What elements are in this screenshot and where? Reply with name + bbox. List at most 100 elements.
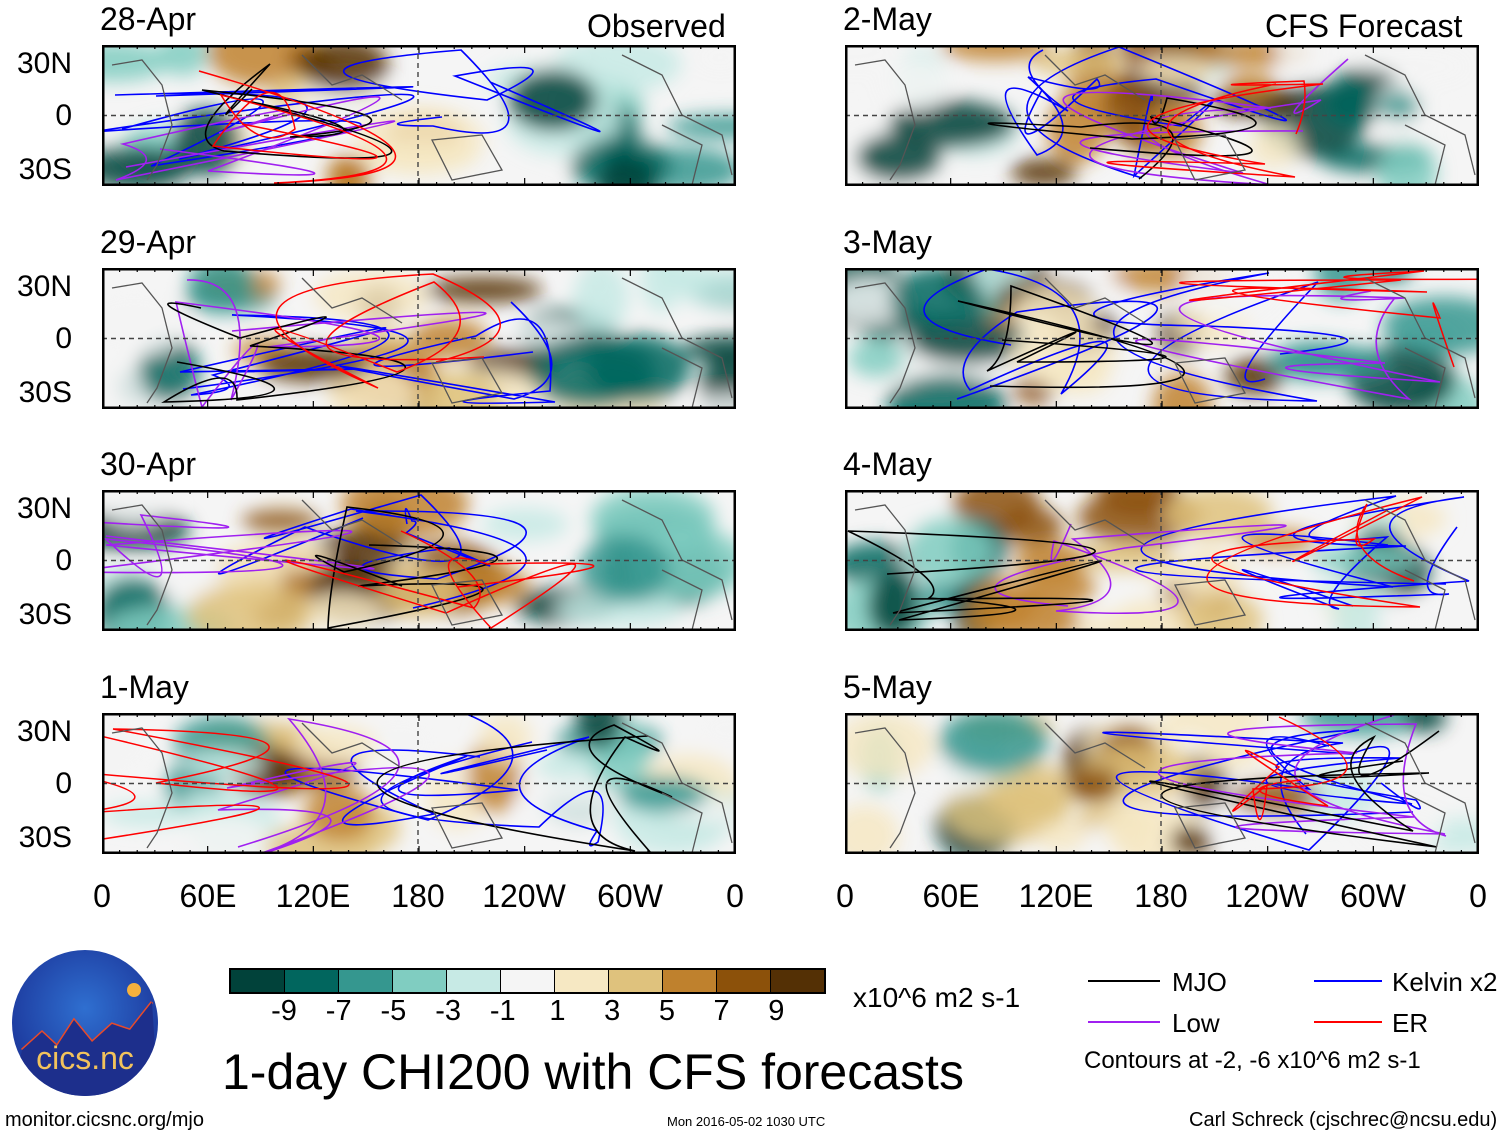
- footer-url[interactable]: monitor.cicsnc.org/mjo: [5, 1109, 204, 1131]
- colorbar-swatch: [393, 970, 447, 992]
- anomaly-blob: [187, 268, 256, 314]
- anomaly-blob: [507, 69, 598, 132]
- lon-tick-label: 60W: [597, 878, 663, 914]
- legend-mjo: MJO: [1172, 967, 1227, 997]
- contour-line: [343, 49, 601, 134]
- contour-line: [1140, 495, 1397, 610]
- map-panel: [102, 268, 736, 409]
- lon-tick-label: 120E: [1018, 878, 1094, 914]
- contour-line: [314, 506, 499, 629]
- coastline: [854, 277, 1476, 409]
- coastline: [854, 499, 1476, 631]
- anomaly-blob: [482, 507, 569, 541]
- colorbar-swatch: [231, 970, 285, 992]
- anomaly-blob: [241, 508, 320, 533]
- legend-line-kelvin: [1314, 980, 1382, 982]
- anomaly-blob: [183, 749, 265, 778]
- colorbar-tick-label: 5: [658, 995, 675, 1027]
- colorbar-tick-label: -3: [435, 995, 461, 1027]
- lon-tick-label: 0: [93, 878, 111, 914]
- lat-tick-label: 30S: [18, 376, 72, 409]
- colorbar-swatch: [717, 970, 771, 992]
- anomaly-blob: [102, 718, 125, 780]
- map-panel: [102, 45, 736, 186]
- anomaly-blob: [848, 339, 906, 378]
- panel-date: 30-Apr: [100, 446, 197, 482]
- anomaly-blob: [618, 776, 708, 812]
- lon-tick-label: 60E: [922, 878, 980, 914]
- legend-kelvin: Kelvin x2: [1392, 967, 1498, 997]
- anomaly-blob: [358, 713, 439, 771]
- lon-tick-label: 120E: [275, 878, 351, 914]
- lon-tick-label: 60E: [179, 878, 237, 914]
- anomaly-blob: [304, 785, 375, 842]
- contour-line: [284, 713, 519, 826]
- anomaly-blob: [1136, 76, 1205, 105]
- contour-line: [1206, 496, 1423, 608]
- footer-author: Carl Schreck (cjschrec@ncsu.edu): [1189, 1109, 1498, 1131]
- anomaly-blob: [888, 99, 1015, 148]
- anomaly-blob: [102, 802, 194, 827]
- forecast-header: CFS Forecast: [1265, 8, 1463, 44]
- anomaly-blob: [1323, 81, 1381, 129]
- contour-line: [1106, 80, 1324, 178]
- colorbar-tick-label: 7: [713, 995, 730, 1027]
- anomaly-blob: [886, 374, 1007, 409]
- contour-line: [994, 523, 1287, 615]
- anomaly-blob: [313, 269, 431, 323]
- anomaly-blob: [300, 592, 384, 627]
- contour-line: [1026, 46, 1288, 179]
- colorbar-swatch: [501, 970, 555, 992]
- panel-date: 5-May: [843, 669, 932, 705]
- anomaly-blob: [158, 45, 208, 76]
- colorbar-swatch: [555, 970, 609, 992]
- contour-line: [284, 530, 595, 629]
- lon-tick-label: 60W: [1340, 878, 1406, 914]
- anomaly-blob: [1382, 296, 1479, 356]
- anomaly-blob: [1379, 91, 1420, 121]
- anomaly-blob: [1066, 767, 1121, 803]
- anomaly-blob: [682, 394, 736, 409]
- legend-line-low: [1088, 1021, 1160, 1023]
- anomaly-blob: [1248, 125, 1299, 169]
- contour-line: [274, 273, 501, 389]
- logo-text: cics.nc: [36, 1040, 134, 1076]
- anomaly-blob: [597, 154, 658, 186]
- colorbar-tick-label: 3: [604, 995, 621, 1027]
- units-label: x10^6 m2 s-1: [853, 982, 1021, 1013]
- coastline: [111, 277, 733, 409]
- contour-line: [1134, 496, 1470, 600]
- contour-line: [1135, 290, 1441, 401]
- legend-low: Low: [1172, 1008, 1220, 1038]
- contour-line: [102, 514, 375, 578]
- footer-timestamp: Mon 2016-05-02 1030 UTC: [667, 1114, 826, 1129]
- panel-date: 28-Apr: [100, 1, 197, 37]
- anomaly-blob: [1181, 592, 1264, 631]
- coastline: [111, 499, 733, 631]
- coastline: [854, 722, 1476, 854]
- anomaly-blob: [573, 268, 629, 334]
- colorbar-tick-label: -9: [271, 995, 297, 1027]
- anomaly-blob: [579, 534, 670, 604]
- map-panel: [845, 713, 1479, 854]
- lon-tick-label: 0: [1469, 878, 1487, 914]
- lat-tick-label: 30N: [16, 47, 72, 80]
- map-panel: [102, 490, 736, 631]
- contour-line: [179, 314, 409, 396]
- anomaly-blob: [409, 318, 489, 360]
- colorbar-swatch: [339, 970, 393, 992]
- contour-line: [1004, 49, 1101, 156]
- lat-tick-label: 0: [55, 767, 72, 800]
- anomaly-blob: [1012, 285, 1097, 335]
- observed-header: Observed: [587, 8, 726, 44]
- lat-tick-label: 30N: [16, 492, 72, 525]
- lat-tick-label: 30S: [18, 598, 72, 631]
- anomaly-blob: [1310, 544, 1418, 574]
- anomaly-blob: [867, 573, 920, 631]
- contour-line: [1122, 729, 1421, 817]
- colorbar-swatch: [663, 970, 717, 992]
- colorbar-swatch: [447, 970, 501, 992]
- lon-tick-label: 0: [726, 878, 744, 914]
- contour-line: [217, 717, 430, 854]
- anomaly-blob: [943, 777, 1069, 844]
